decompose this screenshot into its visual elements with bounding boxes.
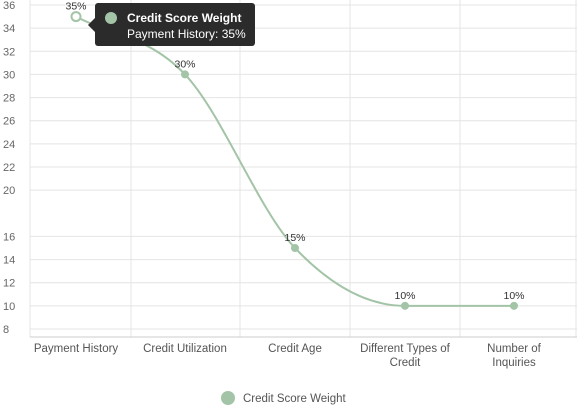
data-point-credit-age[interactable] [291,244,299,252]
data-label-number-of-inquiries: 10% [503,290,524,302]
data-point-credit-utilization[interactable] [181,70,189,79]
y-tick-label-36: 36 [3,0,15,12]
legend[interactable]: Credit Score Weight [221,391,346,405]
y-tick-label-20: 20 [3,185,15,197]
x-tick-label-credit-utilization: Credit Utilization [143,343,227,355]
x-axis: Payment History Credit Utilization Credit … [34,343,542,369]
series-line [75,15,514,307]
data-point-payment-history[interactable] [70,11,82,23]
data-label-credit-age: 15% [284,232,305,244]
y-tick-label-30: 30 [3,69,15,81]
tooltip-body: Payment History: 35% [127,27,246,41]
data-point-different-types-of-credit[interactable] [401,301,409,310]
y-axis: 8 10 12 14 16 20 22 24 26 28 30 32 34 36 [3,0,15,336]
y-tick-label-24: 24 [3,139,15,151]
y-tick-label-12: 12 [3,278,15,290]
legend-label: Credit Score Weight [243,393,346,405]
data-point-number-of-inquiries[interactable] [510,301,518,310]
y-tick-label-22: 22 [3,162,15,174]
x-tick-label-number-of-inquiries: Number of Inquiries [487,343,541,369]
y-tick-label-34: 34 [3,23,15,35]
data-label-different-types-of-credit: 10% [394,290,415,302]
y-tick-label-10: 10 [3,301,15,313]
data-label-payment-history: 35% [65,1,86,13]
tooltip-arrow [88,18,95,32]
y-tick-label-14: 14 [3,255,15,267]
tooltip-title: Credit Score Weight [127,11,242,25]
x-tick-label-different-types-of-credit: Different Types of Credit [360,343,451,369]
x-tick-label-payment-history: Payment History [34,343,119,355]
tooltip-swatch [105,12,117,24]
y-tick-label-32: 32 [3,46,15,58]
y-tick-label-8: 8 [3,324,9,336]
y-tick-label-28: 28 [3,93,15,105]
y-tick-label-16: 16 [3,231,15,243]
x-tick-label-credit-age: Credit Age [268,343,322,355]
legend-swatch [221,391,235,405]
data-label-credit-utilization: 30% [174,58,195,70]
grid-lines [29,0,577,338]
tooltip: Credit Score Weight Payment History: 35% [88,3,255,46]
y-tick-label-26: 26 [3,116,15,128]
series-credit-score-weight[interactable]: 35% 30% 15% 10% 10% [65,1,525,310]
